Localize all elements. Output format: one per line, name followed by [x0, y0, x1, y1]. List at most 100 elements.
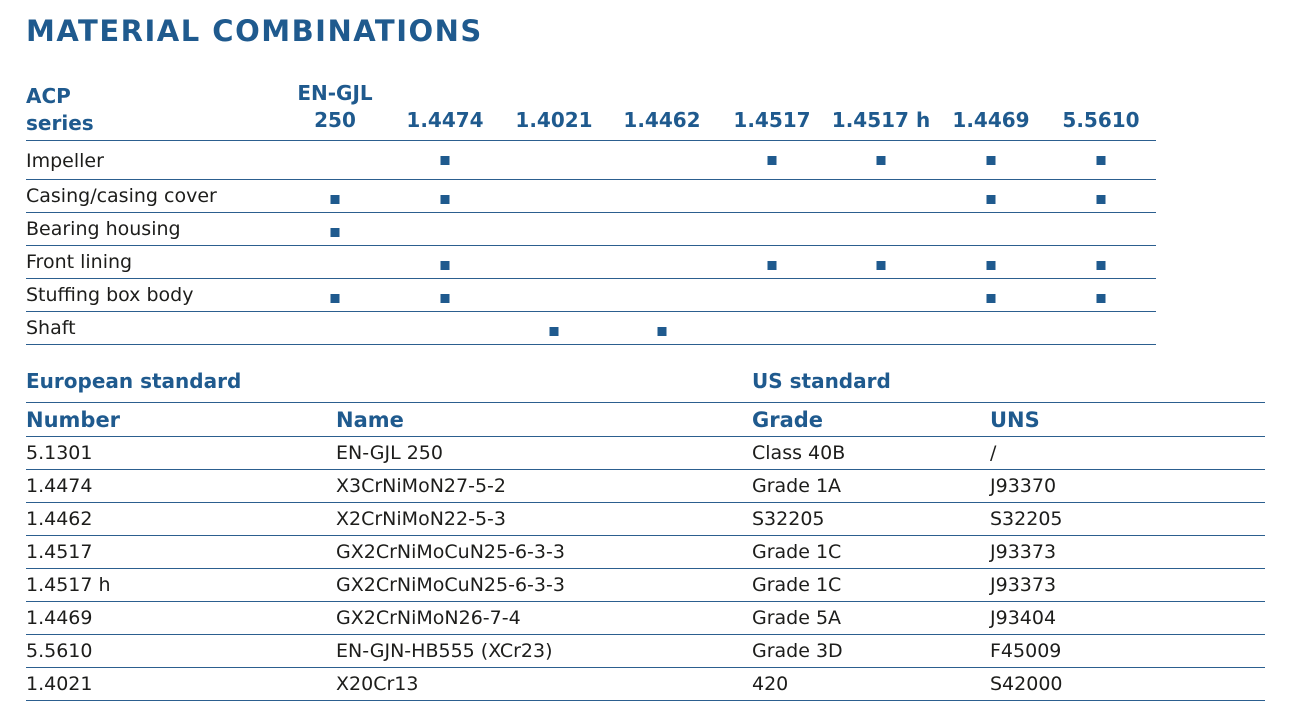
- us-grade: Grade 1C: [752, 574, 842, 596]
- material-header-line2: 1.4462: [623, 108, 701, 132]
- material-mark-icon: [330, 195, 340, 204]
- material-mark-icon: [440, 156, 450, 165]
- us-grade: Grade 3D: [752, 640, 843, 662]
- table-row: 5.1301 EN-GJL 250 Class 40B /: [26, 437, 1265, 469]
- standards-section-row: European standard US standard: [26, 366, 1265, 402]
- standard-number: 1.4021: [26, 673, 93, 695]
- standard-number: 5.5610: [26, 640, 93, 662]
- us-grade: Class 40B: [752, 442, 846, 464]
- european-standard-label: European standard: [26, 369, 242, 393]
- divider: [26, 344, 1156, 345]
- header-uns: UNS: [990, 408, 1040, 432]
- material-column-header: 1.4469: [936, 107, 1046, 134]
- uns-code: J93404: [990, 607, 1057, 629]
- header-number: Number: [26, 408, 121, 432]
- divider: [26, 667, 1265, 668]
- page-title: MATERIAL COMBINATIONS: [26, 14, 483, 48]
- material-header-line2: 1.4517: [733, 108, 811, 132]
- material-column-header: 1.4517 h: [826, 107, 936, 134]
- uns-code: S32205: [990, 508, 1063, 530]
- material-header-line2: 1.4474: [406, 108, 484, 132]
- standard-number: 1.4474: [26, 475, 93, 497]
- table-row: 1.4474 X3CrNiMoN27-5-2 Grade 1A J93370: [26, 470, 1265, 502]
- combo-rows: Impeller Casing/casing cover Bearing housi…: [26, 140, 1156, 345]
- material-mark-icon: [986, 261, 996, 270]
- material-combinations-table: ACP series EN-GJL 250 1.4474 1.4021 1.4462 1.…: [26, 80, 1156, 345]
- component-label: Front lining: [26, 251, 133, 273]
- standard-name: EN-GJL 250: [336, 442, 443, 464]
- standards-table: European standard US standard Number Nam…: [26, 366, 1265, 701]
- material-mark-icon: [440, 261, 450, 270]
- component-label: Impeller: [26, 150, 104, 172]
- uns-code: J93370: [990, 475, 1057, 497]
- divider: [26, 535, 1265, 536]
- table-row: 1.4021 X20Cr13 420 S42000: [26, 668, 1265, 700]
- us-standard-label: US standard: [752, 369, 891, 393]
- divider: [26, 436, 1265, 437]
- uns-code: /: [990, 442, 997, 464]
- standard-name: GX2CrNiMoCuN25-6-3-3: [336, 541, 565, 563]
- header-name: Name: [336, 408, 404, 432]
- combo-header: ACP series EN-GJL 250 1.4474 1.4021 1.4462 1.…: [26, 80, 1156, 140]
- combo-row: Impeller: [26, 141, 1156, 179]
- standard-number: 1.4462: [26, 508, 93, 530]
- divider: [26, 311, 1156, 312]
- material-mark-icon: [986, 294, 996, 303]
- standard-number: 1.4517 h: [26, 574, 111, 596]
- material-column-header: 1.4021: [499, 107, 609, 134]
- series-header-line2: series: [26, 111, 94, 135]
- material-column-header: 5.5610: [1046, 107, 1156, 134]
- material-mark-icon: [330, 294, 340, 303]
- divider: [26, 502, 1265, 503]
- us-grade: Grade 1A: [752, 475, 842, 497]
- material-mark-icon: [767, 261, 777, 270]
- material-header-line2: 5.5610: [1062, 108, 1140, 132]
- uns-code: F45009: [990, 640, 1062, 662]
- divider: [26, 700, 1265, 701]
- material-column-header: 1.4462: [607, 107, 717, 134]
- header-grade: Grade: [752, 408, 824, 432]
- component-label: Bearing housing: [26, 218, 181, 240]
- material-mark-icon: [767, 156, 777, 165]
- material-header-line2: 250: [314, 108, 356, 132]
- combo-row: Bearing housing: [26, 213, 1156, 245]
- table-row: 1.4462 X2CrNiMoN22-5-3 S32205 S32205: [26, 503, 1265, 535]
- divider: [26, 179, 1156, 180]
- material-header-line1: EN-GJL: [297, 81, 373, 105]
- divider: [26, 402, 1265, 403]
- material-mark-icon: [1096, 261, 1106, 270]
- material-mark-icon: [330, 228, 340, 237]
- material-column-header: 1.4474: [390, 107, 500, 134]
- combo-row: Front lining: [26, 246, 1156, 278]
- table-row: 1.4517 h GX2CrNiMoCuN25-6-3-3 Grade 1C J933…: [26, 569, 1265, 601]
- standard-name: X2CrNiMoN22-5-3: [336, 508, 506, 530]
- material-mark-icon: [1096, 294, 1106, 303]
- material-mark-icon: [440, 195, 450, 204]
- us-grade: Grade 5A: [752, 607, 842, 629]
- material-header-line2: 1.4517 h: [831, 108, 931, 132]
- standard-number: 1.4517: [26, 541, 93, 563]
- material-header-line2: 1.4469: [952, 108, 1030, 132]
- material-mark-icon: [657, 327, 667, 336]
- material-mark-icon: [986, 156, 996, 165]
- table-row: 1.4517 GX2CrNiMoCuN25-6-3-3 Grade 1C J93373: [26, 536, 1265, 568]
- material-mark-icon: [876, 261, 886, 270]
- us-grade: Grade 1C: [752, 541, 842, 563]
- divider: [26, 245, 1156, 246]
- us-grade: S32205: [752, 508, 825, 530]
- standard-number: 1.4469: [26, 607, 93, 629]
- component-label: Shaft: [26, 317, 76, 339]
- component-label: Casing/casing cover: [26, 185, 217, 207]
- uns-code: S42000: [990, 673, 1063, 695]
- standard-name: GX2CrNiMoN26-7-4: [336, 607, 521, 629]
- divider: [26, 278, 1156, 279]
- standard-name: X3CrNiMoN27-5-2: [336, 475, 506, 497]
- standard-name: EN-GJN-HB555 (XCr23): [336, 640, 553, 662]
- standard-name: GX2CrNiMoCuN25-6-3-3: [336, 574, 565, 596]
- combo-row: Casing/casing cover: [26, 180, 1156, 212]
- material-column-header: 1.4517: [717, 107, 827, 134]
- divider: [26, 212, 1156, 213]
- standards-rows: 5.1301 EN-GJL 250 Class 40B / 1.4474 X3CrNiMo…: [26, 436, 1265, 701]
- divider: [26, 568, 1265, 569]
- table-row: 1.4469 GX2CrNiMoN26-7-4 Grade 5A J93404: [26, 602, 1265, 634]
